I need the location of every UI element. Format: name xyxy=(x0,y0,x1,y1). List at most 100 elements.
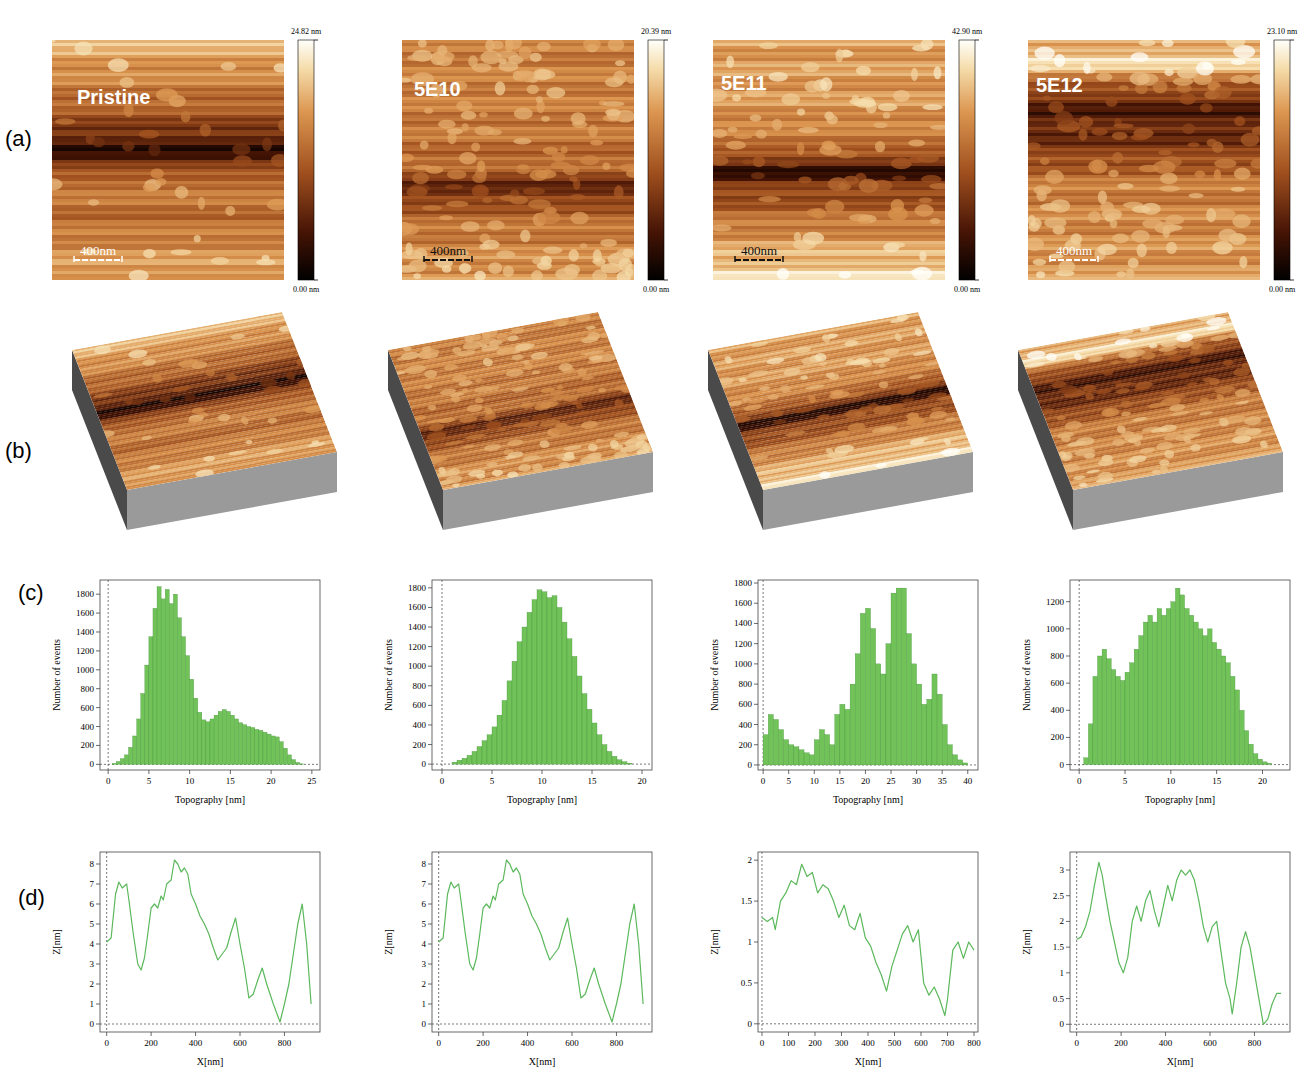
colorbar-tick xyxy=(1290,280,1294,281)
afm-grain xyxy=(1148,343,1158,349)
afm-grain xyxy=(576,367,588,376)
x-tick xyxy=(438,1032,439,1036)
afm-grain xyxy=(805,383,825,390)
afm-band xyxy=(713,175,945,178)
afm-grain xyxy=(528,199,551,209)
afm-grain xyxy=(1241,133,1260,147)
afm-grain xyxy=(875,462,888,468)
afm-band xyxy=(713,223,945,226)
histogram-bar xyxy=(1249,744,1254,764)
scale-bar-end xyxy=(782,256,784,262)
afm-grain xyxy=(575,385,595,394)
afm-grain xyxy=(143,183,156,191)
y-tick-label: 1800 xyxy=(734,578,753,588)
afm-band xyxy=(52,61,284,64)
afm-grain xyxy=(727,400,743,408)
afm-grain xyxy=(1100,407,1121,419)
x-tick xyxy=(1079,770,1080,774)
afm-band xyxy=(52,115,284,118)
afm-grain xyxy=(583,40,601,51)
y-tick xyxy=(754,724,758,725)
plot-frame xyxy=(432,580,652,770)
afm-grain xyxy=(511,354,524,361)
afm-band xyxy=(52,277,284,280)
afm-3d-surface xyxy=(701,310,978,491)
afm-grain xyxy=(141,435,153,441)
afm-band xyxy=(761,447,972,487)
colorbar-tick xyxy=(314,40,318,41)
histogram-bar xyxy=(263,732,267,764)
histogram-bar xyxy=(773,719,778,764)
afm-grain xyxy=(296,378,315,389)
afm-grain xyxy=(447,170,466,180)
x-tick-label: 15 xyxy=(835,776,845,786)
afm-band xyxy=(126,449,337,489)
y-tick-label: 8 xyxy=(422,859,427,869)
afm-grain xyxy=(520,418,530,424)
afm-band xyxy=(52,271,284,274)
histogram-bar xyxy=(778,730,783,765)
afm-band xyxy=(402,226,634,229)
afm-grain xyxy=(462,444,476,449)
afm-grain xyxy=(1196,312,1217,322)
afm-band xyxy=(52,178,284,181)
afm-grain xyxy=(507,451,525,460)
histogram-bar xyxy=(607,751,612,764)
x-tick xyxy=(894,1032,895,1036)
afm-grain xyxy=(1045,170,1064,184)
afm-grain xyxy=(726,141,746,150)
afm-grain xyxy=(732,415,751,424)
y-tick xyxy=(96,688,100,689)
x-tick-label: 800 xyxy=(278,1038,292,1048)
colorbar-label: 24.82 nm xyxy=(291,27,322,36)
afm-grain xyxy=(605,109,621,116)
afm-grain xyxy=(418,40,427,48)
sample-label: Pristine xyxy=(77,86,150,108)
afm-band xyxy=(52,184,284,187)
afm-band xyxy=(402,232,634,235)
afm-grain xyxy=(945,417,956,422)
y-tick-label: 600 xyxy=(81,703,95,713)
afm-band xyxy=(713,124,945,127)
plot-marks xyxy=(762,864,974,1015)
afm-band xyxy=(713,52,945,55)
afm-grain xyxy=(836,49,844,63)
y-tick xyxy=(428,705,432,706)
afm-grain xyxy=(828,390,851,400)
y-tick-label: 2 xyxy=(1060,916,1065,926)
row-label: (c) xyxy=(18,580,44,605)
histogram-bar xyxy=(947,745,952,765)
afm-band xyxy=(52,172,284,175)
afm-grain xyxy=(88,199,99,205)
afm-grain xyxy=(1088,211,1101,223)
histogram-bar xyxy=(194,698,198,764)
afm-grain xyxy=(549,389,563,397)
afm-grain xyxy=(481,331,492,341)
afm-grain xyxy=(407,55,427,61)
histogram-bar xyxy=(300,763,304,764)
histogram-bar xyxy=(927,699,932,765)
afm-grain xyxy=(412,172,429,184)
afm-grain xyxy=(1028,215,1036,227)
x-tick-label: 0 xyxy=(106,776,111,786)
afm-grain xyxy=(443,363,459,371)
histogram-bar xyxy=(198,712,202,764)
y-tick xyxy=(1066,737,1070,738)
x-tick xyxy=(1121,1032,1122,1036)
y-tick xyxy=(754,623,758,624)
afm-grain xyxy=(805,80,820,92)
x-tick-label: 600 xyxy=(565,1038,579,1048)
afm-band xyxy=(440,443,651,483)
x-tick-label: 0 xyxy=(760,1038,765,1048)
y-tick xyxy=(428,944,432,945)
afm-grain xyxy=(1216,394,1225,402)
histogram-bar xyxy=(963,763,968,765)
x-tick xyxy=(148,770,149,774)
afm-grain xyxy=(221,62,237,71)
afm-grain xyxy=(311,440,320,445)
afm-grain xyxy=(517,463,533,472)
afm-grain xyxy=(507,334,520,341)
afm-grain xyxy=(930,125,945,130)
afm-grain xyxy=(1179,93,1196,105)
afm-grain xyxy=(259,378,278,388)
